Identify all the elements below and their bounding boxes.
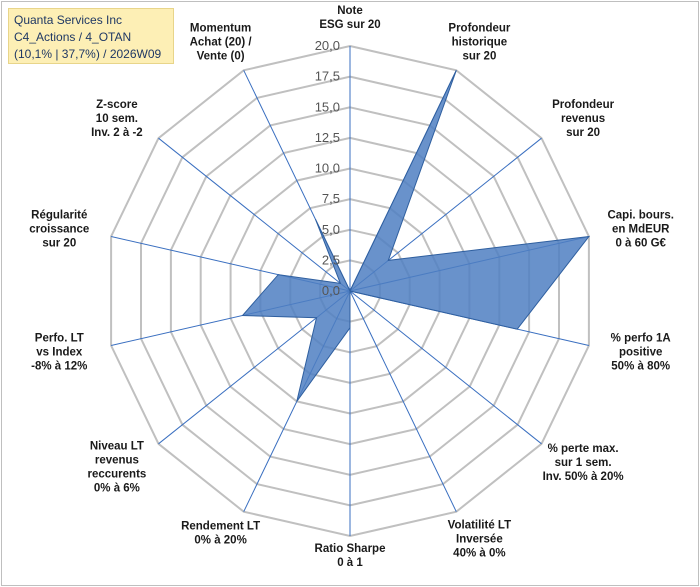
axis-spoke	[158, 137, 351, 292]
axis-label-line: croissance	[29, 224, 89, 236]
series-area	[241, 70, 591, 402]
axis-label-line: 10 sem.	[96, 113, 138, 125]
axis-label-line: en MdEUR	[612, 224, 670, 236]
axis-label: % perte max. sur 1 sem. Inv. 50% à 20%	[543, 443, 624, 483]
title-category: C4_Actions / 4_OTAN	[14, 30, 132, 44]
axis-label-line: Inv. 2 à -2	[91, 127, 143, 139]
axis-label: Régularité croissance sur 20	[29, 210, 89, 250]
axis-label-line: historique	[452, 36, 508, 48]
title-stats: (10,1% | 37,7%) / 2026W09	[14, 47, 162, 61]
axis-label-line: sur 20	[566, 127, 600, 139]
radar-axis-labels: Note ESG sur 20 Profondeur historique sur 20…	[29, 5, 674, 569]
axis-label: Profondeur revenus sur 20	[552, 99, 614, 139]
axis-label: Volatilité LT Inversée 40% à 0%	[448, 520, 511, 560]
axis-label-line: revenus	[561, 113, 605, 125]
axis-label-line: Inversée	[456, 534, 503, 546]
title-box: Quanta Services Inc C4_Actions / 4_OTAN …	[8, 8, 174, 64]
tick-label: 12,5	[315, 130, 340, 145]
axis-label-line: 40% à 0%	[453, 548, 505, 560]
axis-label-line: Vente (0)	[197, 50, 245, 62]
axis-label: Z-score 10 sem. Inv. 2 à -2	[91, 99, 143, 139]
axis-label-line: Profondeur	[448, 22, 510, 34]
tick-label: 2,5	[322, 252, 340, 267]
tick-label: 7,5	[322, 191, 340, 206]
axis-label: Capi. bours. en MdEUR 0 à 60 G€	[607, 210, 673, 250]
tick-label: 20,0	[315, 38, 340, 53]
axis-label-line: Capi. bours.	[607, 210, 673, 222]
axis-label-line: Ratio Sharpe	[315, 543, 386, 555]
axis-label-line: % perte max.	[548, 443, 619, 455]
axis-label: Momentum Achat (20) / Vente (0)	[190, 22, 253, 62]
axis-label-line: Z-score	[96, 99, 138, 111]
axis-label-line: Note	[337, 5, 363, 17]
axis-spoke	[349, 290, 542, 445]
radar-tick-labels: 0,0 2,5 5,0 7,5 10,0 12,5 15,0 17,5 20,0	[315, 38, 340, 298]
axis-label-line: vs Index	[36, 346, 83, 358]
axis-label-line: % perfo 1A	[611, 332, 671, 344]
axis-label-line: revenus	[95, 454, 139, 466]
radar-series	[241, 70, 591, 402]
axis-label-line: Régularité	[31, 210, 87, 222]
tick-label: 15,0	[315, 99, 340, 114]
axis-label-line: positive	[619, 346, 662, 358]
tick-label: 10,0	[315, 161, 340, 176]
axis-label-line: Inv. 50% à 20%	[543, 471, 624, 483]
axis-label-line: Rendement LT	[181, 520, 260, 532]
axis-label: Perfo. LT vs Index -8% à 12%	[31, 332, 87, 372]
axis-label: % perfo 1A positive 50% à 80%	[611, 332, 671, 372]
axis-label-line: reccurents	[87, 468, 146, 480]
tick-label: 17,5	[315, 69, 340, 84]
axis-spoke	[349, 290, 457, 512]
axis-label-line: 50% à 80%	[611, 360, 670, 372]
axis-label-line: Volatilité LT	[448, 520, 511, 532]
tick-label: 5,0	[322, 222, 340, 237]
axis-label: Profondeur historique sur 20	[448, 22, 510, 62]
axis-label-line: 0 à 60 G€	[615, 238, 666, 250]
tick-label: 0,0	[322, 283, 340, 298]
axis-label-line: Perfo. LT	[35, 332, 84, 344]
axis-label-line: Momentum	[190, 22, 251, 34]
axis-label-line: sur 20	[462, 50, 496, 62]
axis-label-line: sur 20	[42, 238, 76, 250]
axis-label-line: 0% à 20%	[194, 534, 246, 546]
axis-label-line: ESG sur 20	[319, 19, 380, 31]
axis-label-line: -8% à 12%	[31, 360, 87, 372]
title-company: Quanta Services Inc	[14, 13, 123, 27]
axis-label-line: Achat (20) /	[190, 36, 253, 48]
axis-label-line: Profondeur	[552, 99, 614, 111]
axis-label: Rendement LT 0% à 20%	[181, 520, 260, 546]
axis-label-line: 0% à 6%	[94, 482, 140, 494]
axis-label-line: 0 à 1	[337, 557, 363, 569]
axis-label: Niveau LT revenus reccurents 0% à 6%	[87, 440, 146, 494]
axis-label: Ratio Sharpe 0 à 1	[315, 543, 386, 569]
axis-label-line: sur 1 sem.	[555, 457, 612, 469]
axis-label-line: Niveau LT	[90, 440, 144, 452]
axis-label: Note ESG sur 20	[319, 5, 380, 31]
